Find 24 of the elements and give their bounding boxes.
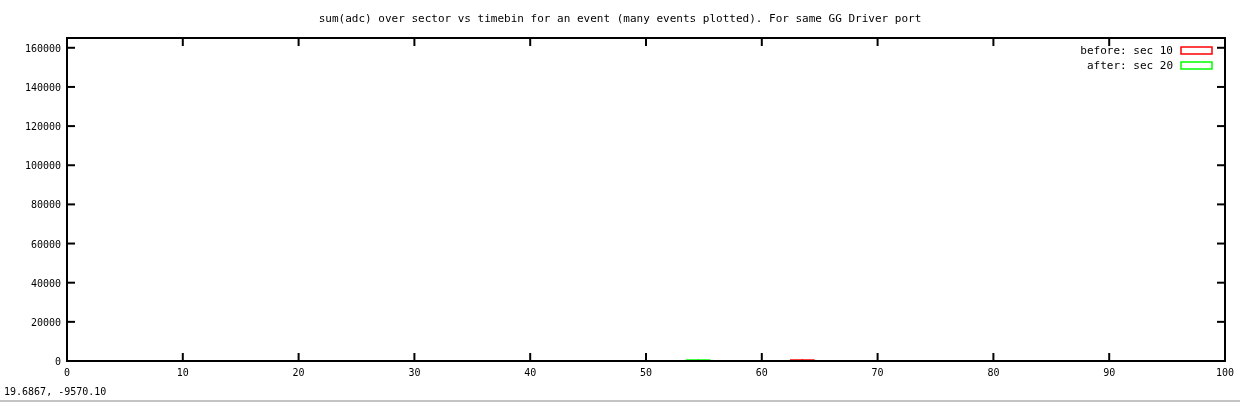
- y-tick-label: 160000: [24, 42, 61, 54]
- x-tick-label: 100: [1215, 367, 1235, 378]
- legend-label: after: sec 20: [1086, 59, 1173, 72]
- x-tick-label: 50: [639, 367, 653, 378]
- chart-title: sum(adc) over sector vs timebin for an event (many events plotted). For same GG Driver port: [318, 12, 922, 25]
- y-tick-label: 40000: [30, 277, 61, 289]
- legend-label: before: sec 10: [1080, 44, 1173, 57]
- x-tick-label: 80: [987, 367, 1000, 378]
- text: 19.6867, -9570.10: [4, 386, 107, 397]
- y-tick-label: 20000: [30, 316, 61, 328]
- x-tick-label: 30: [408, 367, 421, 378]
- y-tick-label: 140000: [24, 81, 61, 93]
- x-tick-label: 40: [524, 367, 537, 378]
- y-tick-label: 100000: [24, 160, 61, 172]
- x-tick-label: 90: [1103, 367, 1116, 378]
- x-tick-label: 60: [755, 367, 768, 378]
- y-tick-label: 0: [54, 356, 61, 367]
- y-tick-label: 80000: [30, 199, 61, 211]
- x-tick-label: 20: [292, 367, 305, 378]
- y-tick-label: 60000: [30, 238, 61, 250]
- x-tick-label: 0: [63, 367, 71, 378]
- x-tick-label: 10: [176, 367, 189, 378]
- y-tick-label: 120000: [24, 121, 61, 133]
- x-tick-label: 70: [871, 367, 884, 378]
